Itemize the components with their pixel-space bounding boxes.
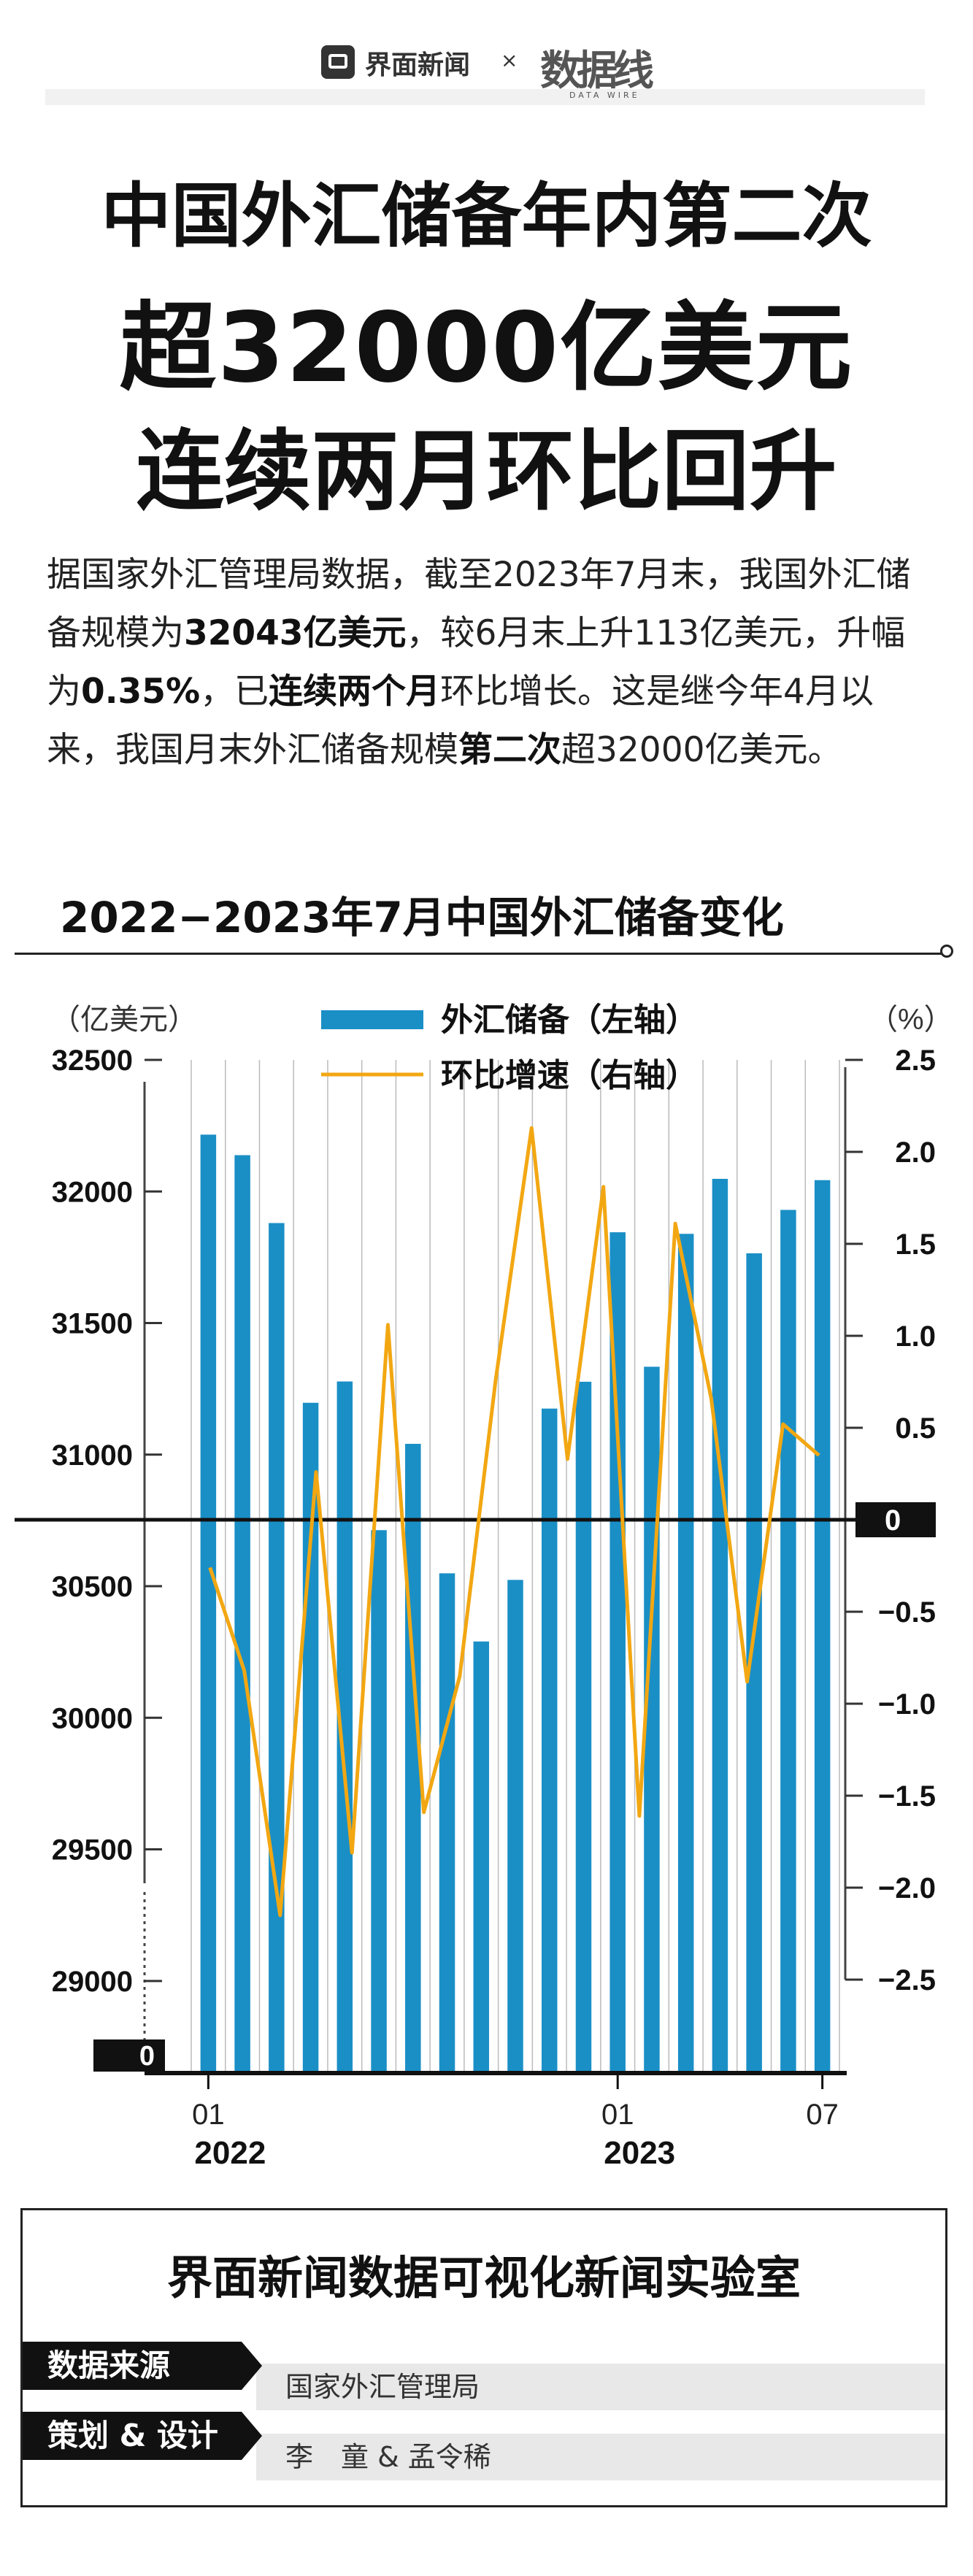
- right-tick-label: −1.0: [878, 1688, 936, 1720]
- reserve-bar: [473, 1641, 490, 2073]
- reserve-bar: [439, 1573, 455, 2073]
- chart-grid: [191, 1060, 840, 2073]
- left-zero-box: [93, 2039, 165, 2072]
- datawire-logo-sub: DATA WIRE: [569, 91, 640, 100]
- legend-bar-label: 外汇储备（左轴）: [441, 1002, 698, 1038]
- left-tick-label: 29000: [52, 1966, 133, 1998]
- left-unit: （亿美元）: [51, 1004, 197, 1036]
- reserve-bar: [575, 1381, 592, 2073]
- left-tick-label: 31500: [52, 1308, 133, 1340]
- brand-separator: ×: [501, 48, 518, 72]
- chart-text: 32500 32000 31500 31000 30500 30000 29500 29000…: [51, 1002, 953, 2171]
- source-value: 国家外汇管理局: [256, 2364, 945, 2410]
- credits-box: 界面新闻数据可视化新闻实验室 国家外汇管理局 数据来源 李 童 & 孟令稀 策划…: [20, 2208, 947, 2507]
- jiemian-logo-icon: [321, 45, 355, 79]
- reserve-bar: [541, 1408, 558, 2073]
- intro-text: ，已: [200, 672, 269, 712]
- chart-title: 2022−2023年7月中国外汇储备变化: [60, 893, 784, 942]
- x-month-label: 07: [806, 2099, 839, 2131]
- x-month-label: 01: [192, 2099, 225, 2131]
- reserve-bar: [712, 1178, 728, 2073]
- headline-line-2: 超32000亿美元: [119, 292, 854, 404]
- chart-line: [208, 1126, 820, 1918]
- right-tick-label: 2.5: [895, 1045, 936, 1077]
- right-tick-label: 0.5: [895, 1412, 936, 1445]
- right-tick-label: −1.5: [878, 1780, 936, 1812]
- growth-line: [208, 1126, 820, 1918]
- brand-name: 界面新闻: [365, 50, 471, 80]
- reserve-bar: [780, 1210, 796, 2073]
- left-tick-label: 31000: [52, 1439, 133, 1472]
- reserve-bar: [200, 1134, 217, 2073]
- x-month-label: 01: [601, 2099, 634, 2131]
- reserve-bar: [746, 1253, 762, 2073]
- intro-highlight-months: 连续两个月: [269, 672, 441, 712]
- right-tick-label: −2.0: [878, 1872, 936, 1904]
- datawire-logo: 数据线: [540, 47, 654, 95]
- title-rule: [15, 953, 942, 955]
- left-tick-label: 32000: [52, 1176, 133, 1208]
- intro-paragraph: 据国家外汇管理局数据，截至2023年7月末，我国外汇储备规模为32043亿美元，…: [47, 546, 930, 780]
- reserve-bar: [814, 1180, 831, 2073]
- reserve-bar: [677, 1234, 694, 2073]
- right-unit: （%）: [869, 1004, 953, 1036]
- reserve-bar: [269, 1223, 285, 2073]
- intro-highlight-rate: 0.35%: [81, 672, 201, 712]
- intro-text: 环比增长。这是继今年4月以来，我国月末外汇储备规模: [47, 672, 874, 770]
- intro-text: 据国家外汇管理局数据，截至2023年7月末，我国外汇储备规模为: [47, 555, 911, 653]
- intro-text: 超32000亿美元。: [561, 730, 842, 770]
- right-tick-label: 2.0: [895, 1137, 936, 1169]
- left-tick-label: 30500: [52, 1571, 133, 1603]
- right-tick-label: −2.5: [878, 1964, 936, 1996]
- brand-header: 界面新闻 × 数据线 DATA WIRE: [0, 38, 973, 105]
- intro-highlight-reserve: 32043亿美元: [184, 613, 407, 653]
- intro-text: ，较6月末上升113亿美元，升幅为: [47, 613, 906, 712]
- legend-line-label: 环比增速（右轴）: [441, 1058, 698, 1093]
- reserve-bar: [609, 1232, 626, 2073]
- reserve-bar: [507, 1580, 523, 2073]
- right-tick-label: 1.0: [895, 1320, 936, 1353]
- left-tick-label: 32500: [52, 1045, 133, 1077]
- reserve-bar: [371, 1530, 387, 2073]
- x-year-label: 2022: [194, 2135, 266, 2171]
- title-rule-end-dot: [940, 945, 953, 958]
- brand-band: [45, 89, 925, 105]
- reserve-bar: [234, 1155, 250, 2073]
- right-tick-label: 1.5: [895, 1229, 936, 1261]
- left-zero-label: 0: [139, 2041, 155, 2072]
- right-zero-box: [855, 1502, 936, 1537]
- reserve-bar: [302, 1402, 319, 2073]
- credit-label: 策划 & 设计: [23, 2412, 262, 2460]
- chart-axes: [15, 1058, 863, 2089]
- reserve-bar: [336, 1381, 353, 2073]
- chart-bars: [200, 1134, 831, 2073]
- legend-bar-swatch: [321, 1010, 423, 1029]
- intro-highlight-second: 第二次: [458, 730, 561, 770]
- x-year-label: 2023: [604, 2135, 675, 2171]
- headline-line-1: 中国外汇储备年内第二次: [101, 175, 872, 257]
- left-tick-label: 29500: [52, 1834, 133, 1866]
- right-tick-label: 0: [885, 1504, 901, 1537]
- left-tick-label: 30000: [52, 1702, 133, 1734]
- lab-title: 界面新闻数据可视化新闻实验室: [166, 2251, 801, 2304]
- credit-value: 李 童 & 孟令稀: [256, 2434, 945, 2480]
- headline-line-3: 连续两月环比回升: [136, 421, 837, 523]
- reserve-chart: 32500 32000 31500 31000 30500 30000 29500 29000…: [15, 1002, 953, 2171]
- source-label: 数据来源: [23, 2342, 262, 2390]
- right-tick-label: −0.5: [878, 1596, 936, 1629]
